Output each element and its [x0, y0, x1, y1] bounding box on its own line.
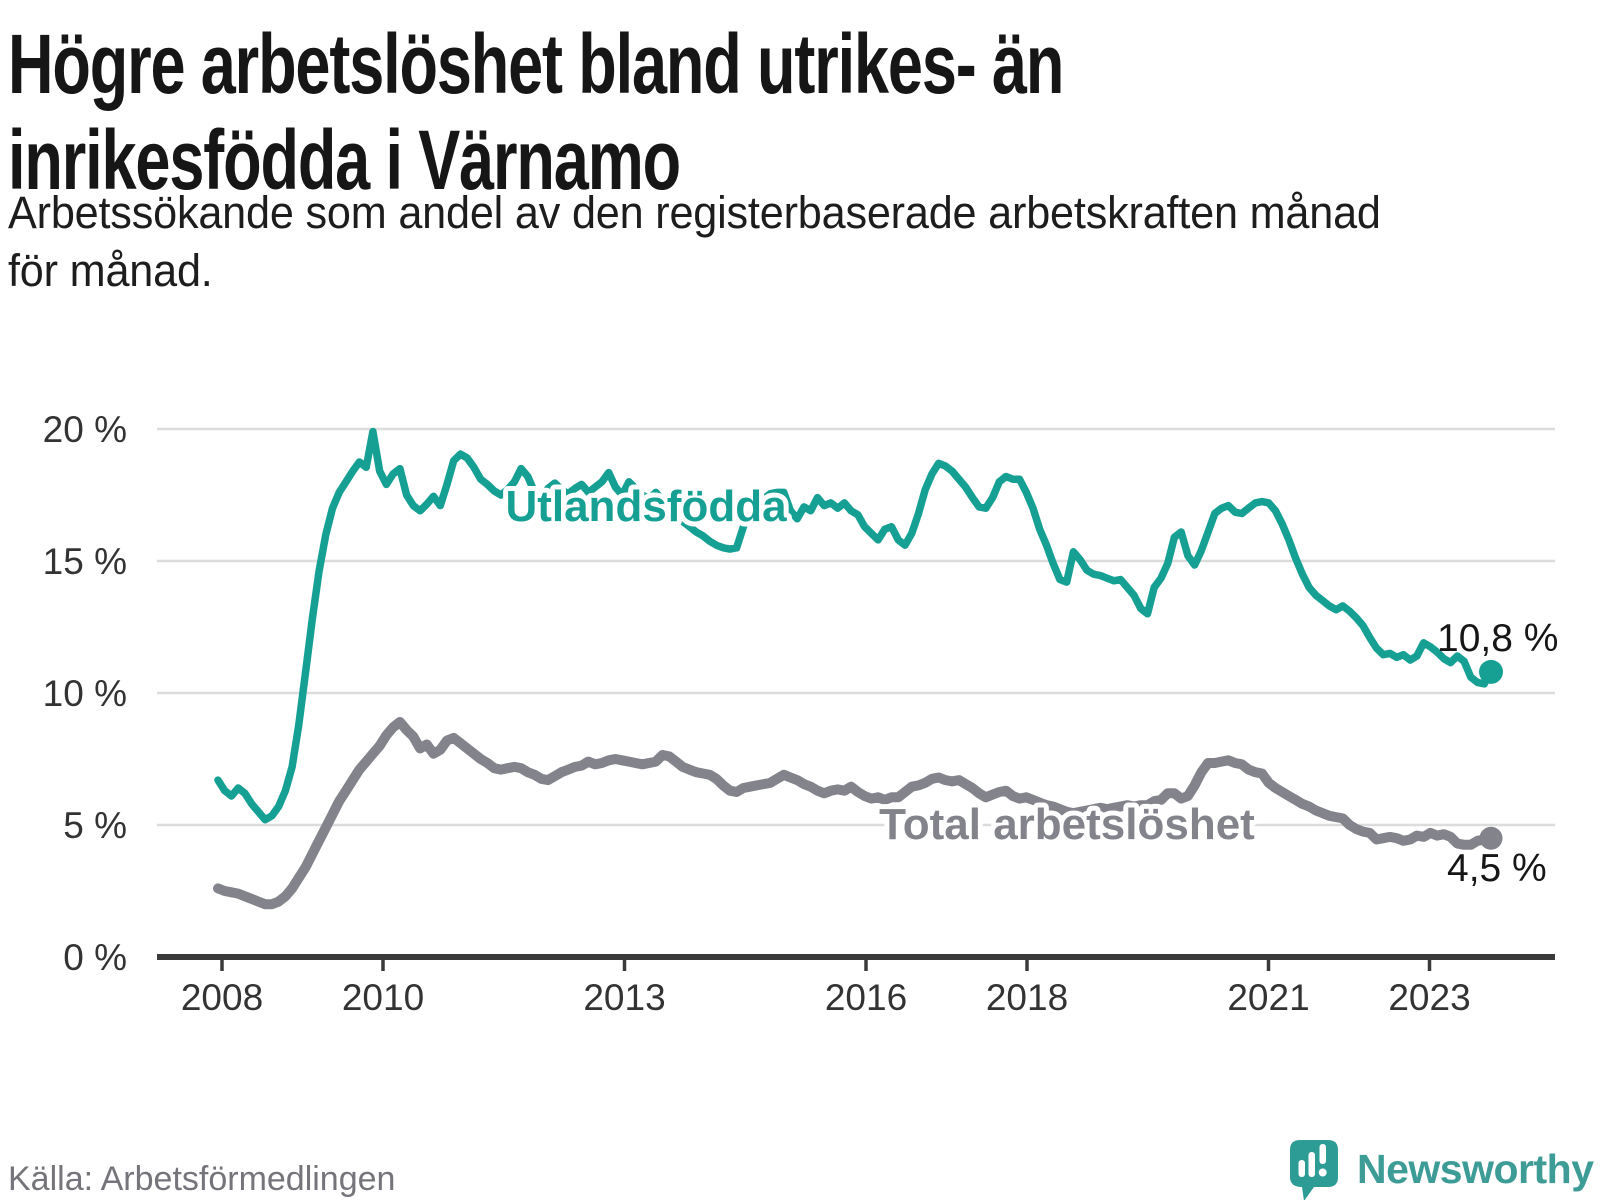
newsworthy-wordmark: Newsworthy	[1357, 1146, 1594, 1192]
logo-exclamation-dot	[1318, 1168, 1327, 1177]
x-axis-ticks	[220, 957, 1432, 971]
utlandsfodda-end-value-label: 10,8 %	[1437, 617, 1558, 660]
total-arbetsloshet-line	[213, 717, 1496, 910]
utlandsfodda-series-label: Utlandsfödda	[505, 482, 787, 531]
chart-title: Högre arbetslöshet bland utrikes- än inr…	[8, 16, 1064, 208]
y-axis-label-10: 10 %	[43, 673, 127, 714]
chart-subtitle-line2: för månad.	[8, 245, 213, 296]
x-axis-label-2023: 2023	[1388, 977, 1470, 1018]
utlandsfodda-end-dot	[1479, 659, 1503, 684]
total-end-value-label: 4,5 %	[1447, 847, 1547, 890]
y-axis-label-20: 20 %	[43, 409, 127, 450]
logo-bar-short	[1298, 1160, 1305, 1177]
chart-title-line1: Högre arbetslöshet bland utrikes- än	[8, 17, 1064, 111]
x-axis-label-2008: 2008	[181, 977, 263, 1018]
x-axis-label-2021: 2021	[1227, 977, 1309, 1018]
x-axis-label-2016: 2016	[825, 977, 907, 1018]
y-axis-labels: 0 % 5 % 10 % 15 % 20 %	[43, 409, 127, 978]
newsworthy-logo: Newsworthy	[1290, 1140, 1595, 1200]
logo-bar-tall	[1308, 1152, 1315, 1177]
chart-title-line2: inrikesfödda i Värnamo	[8, 113, 681, 207]
total-end-dot	[1479, 826, 1503, 850]
chart-subtitle: Arbetssökande som andel av den registerb…	[8, 184, 1381, 300]
x-axis-label-2013: 2013	[583, 977, 665, 1018]
chart-subtitle-line1: Arbetssökande som andel av den registerb…	[8, 187, 1381, 238]
utlandsfodda-line	[214, 427, 1495, 824]
source-note: Källa: Arbetsförmedlingen	[8, 1160, 396, 1198]
x-axis-label-2018: 2018	[986, 977, 1068, 1018]
x-axis-label-2010: 2010	[342, 977, 424, 1018]
x-axis-labels: 2008 2010 2013 2016 2018 2021 2023	[181, 977, 1471, 1018]
total-series-label: Total arbetslöshet	[879, 800, 1255, 849]
gridlines	[157, 427, 1555, 827]
y-axis-label-15: 15 %	[43, 541, 127, 582]
logo-exclamation-bar	[1319, 1144, 1326, 1164]
y-axis-label-5: 5 %	[63, 805, 127, 846]
y-axis-label-0: 0 %	[63, 937, 127, 978]
